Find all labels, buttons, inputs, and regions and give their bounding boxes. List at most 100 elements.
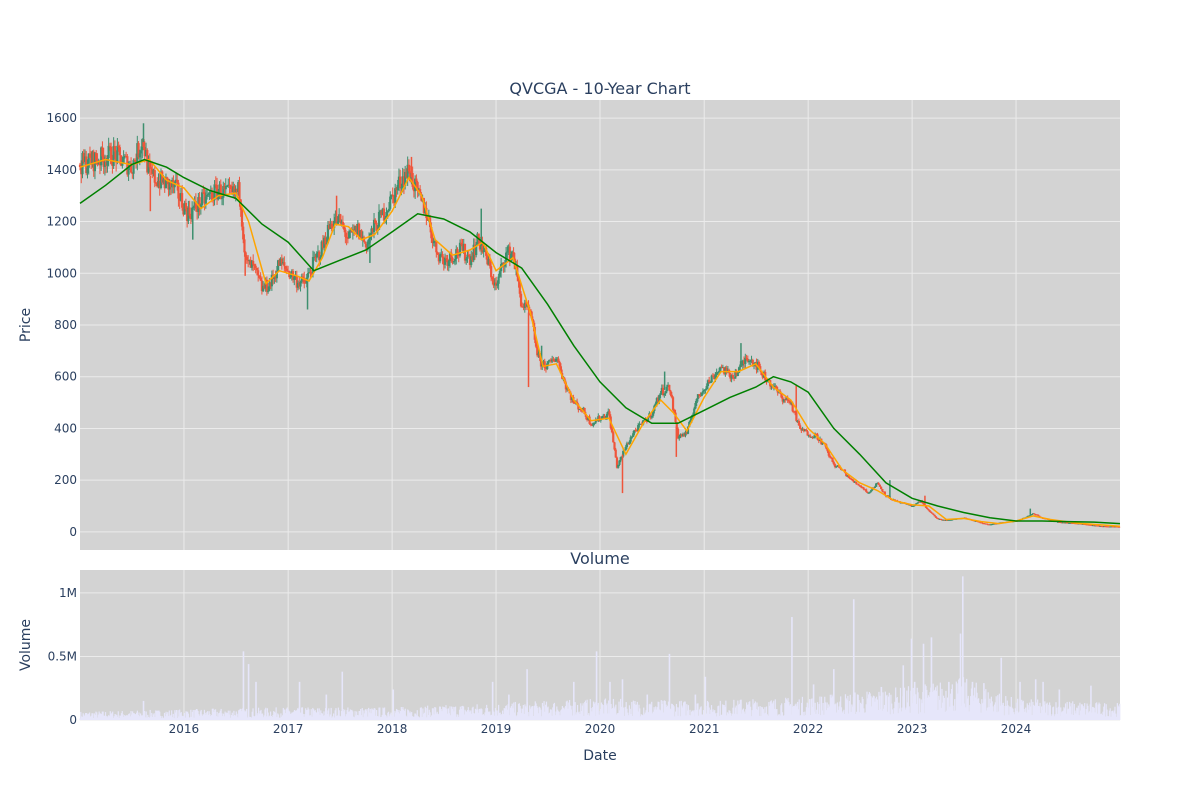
candle-body	[204, 196, 207, 204]
candle-body	[389, 196, 392, 209]
volume-bar	[833, 669, 835, 720]
volume-bar	[228, 714, 230, 720]
volume-bar	[919, 712, 922, 720]
volume-bar	[893, 708, 895, 720]
volume-bar	[1025, 712, 1028, 720]
volume-bar	[215, 716, 217, 720]
volume-bar	[479, 709, 481, 720]
candle-body	[556, 358, 559, 360]
volume-bar	[454, 706, 457, 720]
volume-bar	[964, 682, 966, 720]
candle-body	[284, 266, 287, 269]
volume-bar	[565, 701, 567, 720]
volume-bar	[1041, 706, 1043, 720]
candle-body	[946, 519, 949, 521]
volume-bar	[1045, 703, 1048, 720]
volume-bar	[634, 701, 636, 720]
volume-bar	[836, 702, 839, 720]
volume-bar	[454, 707, 456, 720]
volume-bar	[415, 713, 417, 720]
volume-bar	[641, 714, 643, 720]
volume-bar	[850, 711, 852, 720]
candle-body	[242, 226, 245, 240]
volume-bar	[677, 715, 679, 720]
volume-bar	[991, 701, 993, 720]
volume-bar	[435, 713, 438, 720]
volume-bar	[284, 709, 286, 720]
candle-body	[638, 423, 641, 426]
candle-body	[476, 233, 479, 245]
volume-bar	[309, 715, 311, 720]
candle-body	[265, 279, 268, 292]
candle-body	[309, 272, 312, 274]
volume-bar	[764, 707, 766, 720]
candle-body	[442, 257, 445, 265]
volume-bar	[970, 696, 972, 720]
candle-body	[279, 258, 282, 266]
volume-bar	[281, 715, 284, 720]
volume-bar	[427, 705, 429, 720]
volume-bar	[439, 706, 441, 720]
candle-body	[268, 282, 271, 291]
volume-bar	[321, 713, 323, 720]
volume-bar	[381, 714, 383, 720]
candle-body	[87, 153, 90, 168]
candle-body	[669, 390, 672, 395]
volume-bar	[809, 715, 811, 720]
candle-body	[507, 246, 510, 252]
volume-bar	[474, 713, 476, 720]
candle-body	[445, 257, 448, 259]
candle-body	[1056, 521, 1060, 523]
volume-bar	[690, 711, 693, 720]
candle-body	[477, 233, 480, 240]
candle-body	[359, 230, 362, 239]
volume-bar	[673, 706, 675, 720]
volume-bar	[563, 707, 565, 720]
volume-bar	[513, 702, 515, 720]
volume-bar	[358, 711, 360, 720]
candle-body	[407, 164, 411, 172]
volume-bar	[864, 712, 866, 720]
volume-bar	[595, 651, 598, 720]
candle-body	[1098, 525, 1101, 527]
volume-bar	[1016, 711, 1018, 720]
candle-body	[440, 254, 443, 256]
volume-bar	[631, 701, 633, 720]
candle-body	[681, 434, 685, 436]
candle-body	[244, 252, 247, 257]
candle-body	[741, 360, 744, 366]
candle-body	[121, 162, 124, 166]
volume-bar	[1084, 714, 1087, 720]
volume-bar	[238, 709, 241, 720]
volume-bar	[155, 710, 157, 720]
volume-bar	[616, 713, 619, 720]
volume-bar	[499, 712, 501, 720]
volume-bar	[319, 714, 321, 720]
volume-bar	[876, 699, 878, 720]
volume-bar	[602, 704, 604, 720]
candle-body	[855, 481, 858, 484]
candle-body	[612, 432, 615, 443]
volume-bar	[709, 713, 711, 720]
candle-body	[880, 486, 883, 490]
volume-bar	[146, 717, 148, 720]
volume-bar	[603, 713, 605, 720]
volume-y-tick-label: 0	[69, 713, 77, 727]
volume-bar	[245, 710, 247, 720]
volume-bar	[372, 709, 374, 720]
candle-body	[352, 229, 356, 231]
volume-bar	[598, 714, 600, 720]
volume-bar	[316, 712, 318, 720]
volume-bar	[680, 700, 682, 720]
volume-bar	[978, 698, 980, 720]
volume-bar	[974, 697, 977, 720]
candle-body	[1086, 524, 1090, 526]
candle-body	[1089, 524, 1092, 526]
candle-body	[701, 391, 705, 393]
volume-bar	[81, 716, 83, 720]
volume-bar	[187, 711, 189, 720]
candle-body	[664, 391, 667, 394]
volume-bar	[203, 709, 205, 720]
candle-body	[689, 420, 692, 422]
candle-body	[324, 237, 327, 245]
